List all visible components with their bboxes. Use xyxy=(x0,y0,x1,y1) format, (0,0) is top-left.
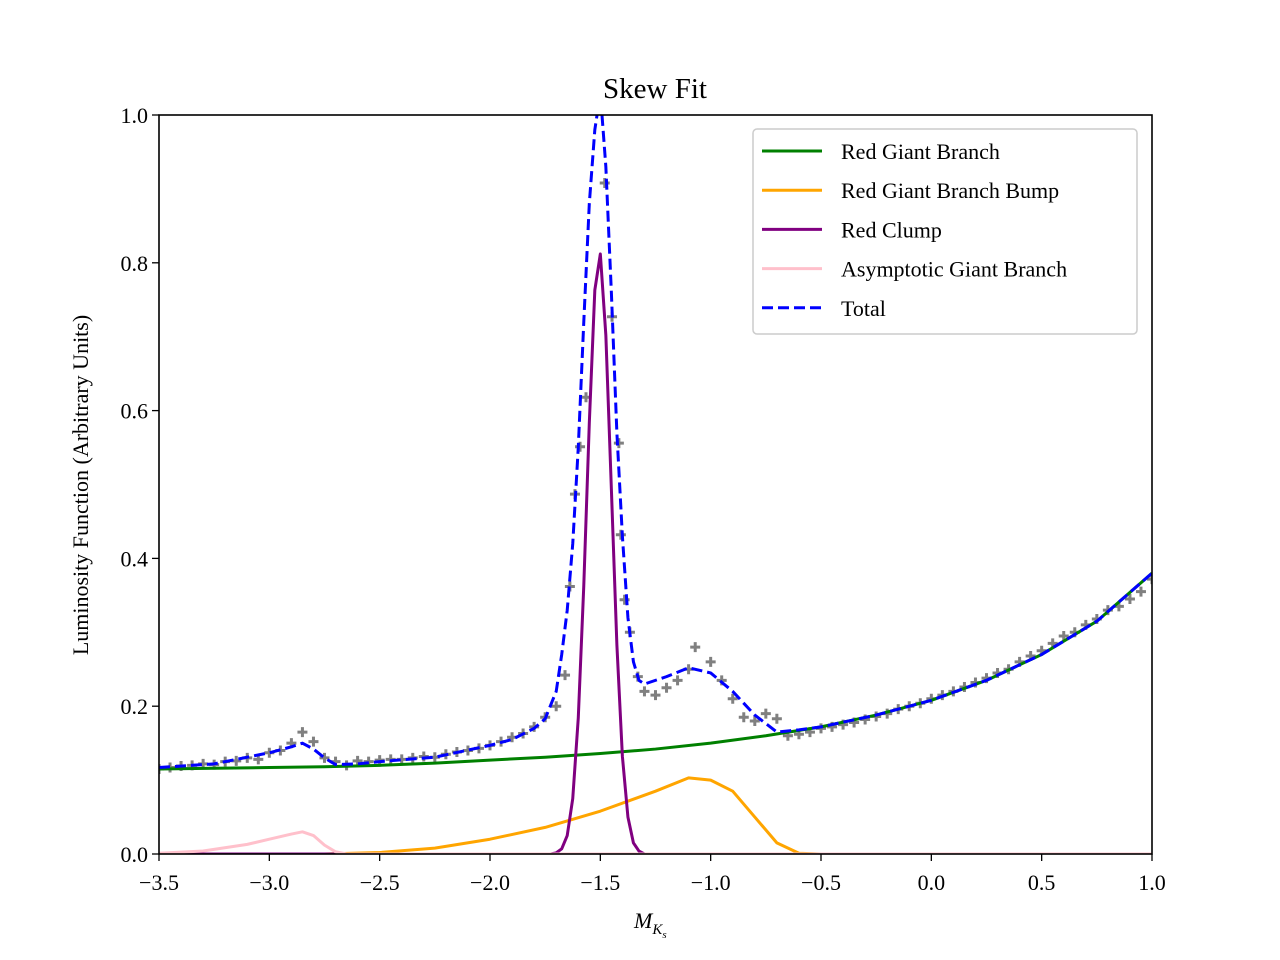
x-tick-label: 0.5 xyxy=(1028,870,1056,895)
data-point xyxy=(1135,586,1146,597)
data-point xyxy=(308,736,319,747)
legend-box xyxy=(752,128,1138,335)
legend-label: Asymptotic Giant Branch xyxy=(841,257,1067,282)
series-line xyxy=(159,830,1152,854)
x-tick-label: −1.5 xyxy=(580,870,620,895)
data-point xyxy=(1147,574,1152,585)
x-axis-label-subsub: s xyxy=(662,929,666,941)
y-tick-label: 0.4 xyxy=(121,546,149,571)
data-point xyxy=(297,727,308,738)
data-point xyxy=(575,441,586,452)
x-tick-label: −0.5 xyxy=(801,870,841,895)
data-point xyxy=(727,693,738,704)
y-axis-label: Luminosity Function (Arbitrary Units) xyxy=(68,315,93,655)
y-tick-label: 0.6 xyxy=(121,399,149,424)
data-point xyxy=(560,670,571,681)
x-tick-label: −2.5 xyxy=(360,870,400,895)
data-point xyxy=(749,715,760,726)
data-point xyxy=(599,177,610,188)
x-tick-label: −3.0 xyxy=(249,870,289,895)
data-point xyxy=(760,708,771,719)
legend-label: Red Clump xyxy=(841,217,942,242)
legend: Red Giant Branch Red Giant Branch Bump Red… xyxy=(752,128,1138,335)
data-point xyxy=(690,642,701,653)
x-tick-label: −3.5 xyxy=(139,870,179,895)
x-tick-label: 0.0 xyxy=(918,870,946,895)
x-axis-label-sub: K xyxy=(651,922,663,938)
data-point xyxy=(639,686,650,697)
legend-label: Red Giant Branch xyxy=(841,139,1000,164)
data-point xyxy=(352,755,363,766)
data-point xyxy=(661,682,672,693)
data-point xyxy=(1124,594,1135,605)
axes-frame xyxy=(158,114,1153,855)
data-point xyxy=(1058,630,1069,641)
data-point xyxy=(771,713,782,724)
data-point xyxy=(319,752,330,763)
x-tick-label: 1.0 xyxy=(1138,870,1166,895)
x-axis-label: MKs xyxy=(633,908,667,941)
legend-label: Red Giant Branch Bump xyxy=(841,178,1059,203)
x-tick-label: −2.0 xyxy=(470,870,510,895)
data-point xyxy=(738,712,749,723)
data-point xyxy=(705,656,716,667)
chart-title: Skew Fit xyxy=(603,73,707,105)
data-point xyxy=(650,690,661,701)
series-line xyxy=(159,115,1152,770)
y-tick-label: 0.2 xyxy=(121,694,149,719)
y-tick-label: 0.0 xyxy=(121,842,149,867)
y-tick-label: 1.0 xyxy=(121,103,149,128)
x-axis-label-main: M xyxy=(633,908,654,933)
x-tick-label: −1.0 xyxy=(691,870,731,895)
legend-label: Total xyxy=(841,296,886,321)
y-tick-label: 0.8 xyxy=(121,251,149,276)
data-point xyxy=(672,675,683,686)
data-point xyxy=(551,701,562,712)
